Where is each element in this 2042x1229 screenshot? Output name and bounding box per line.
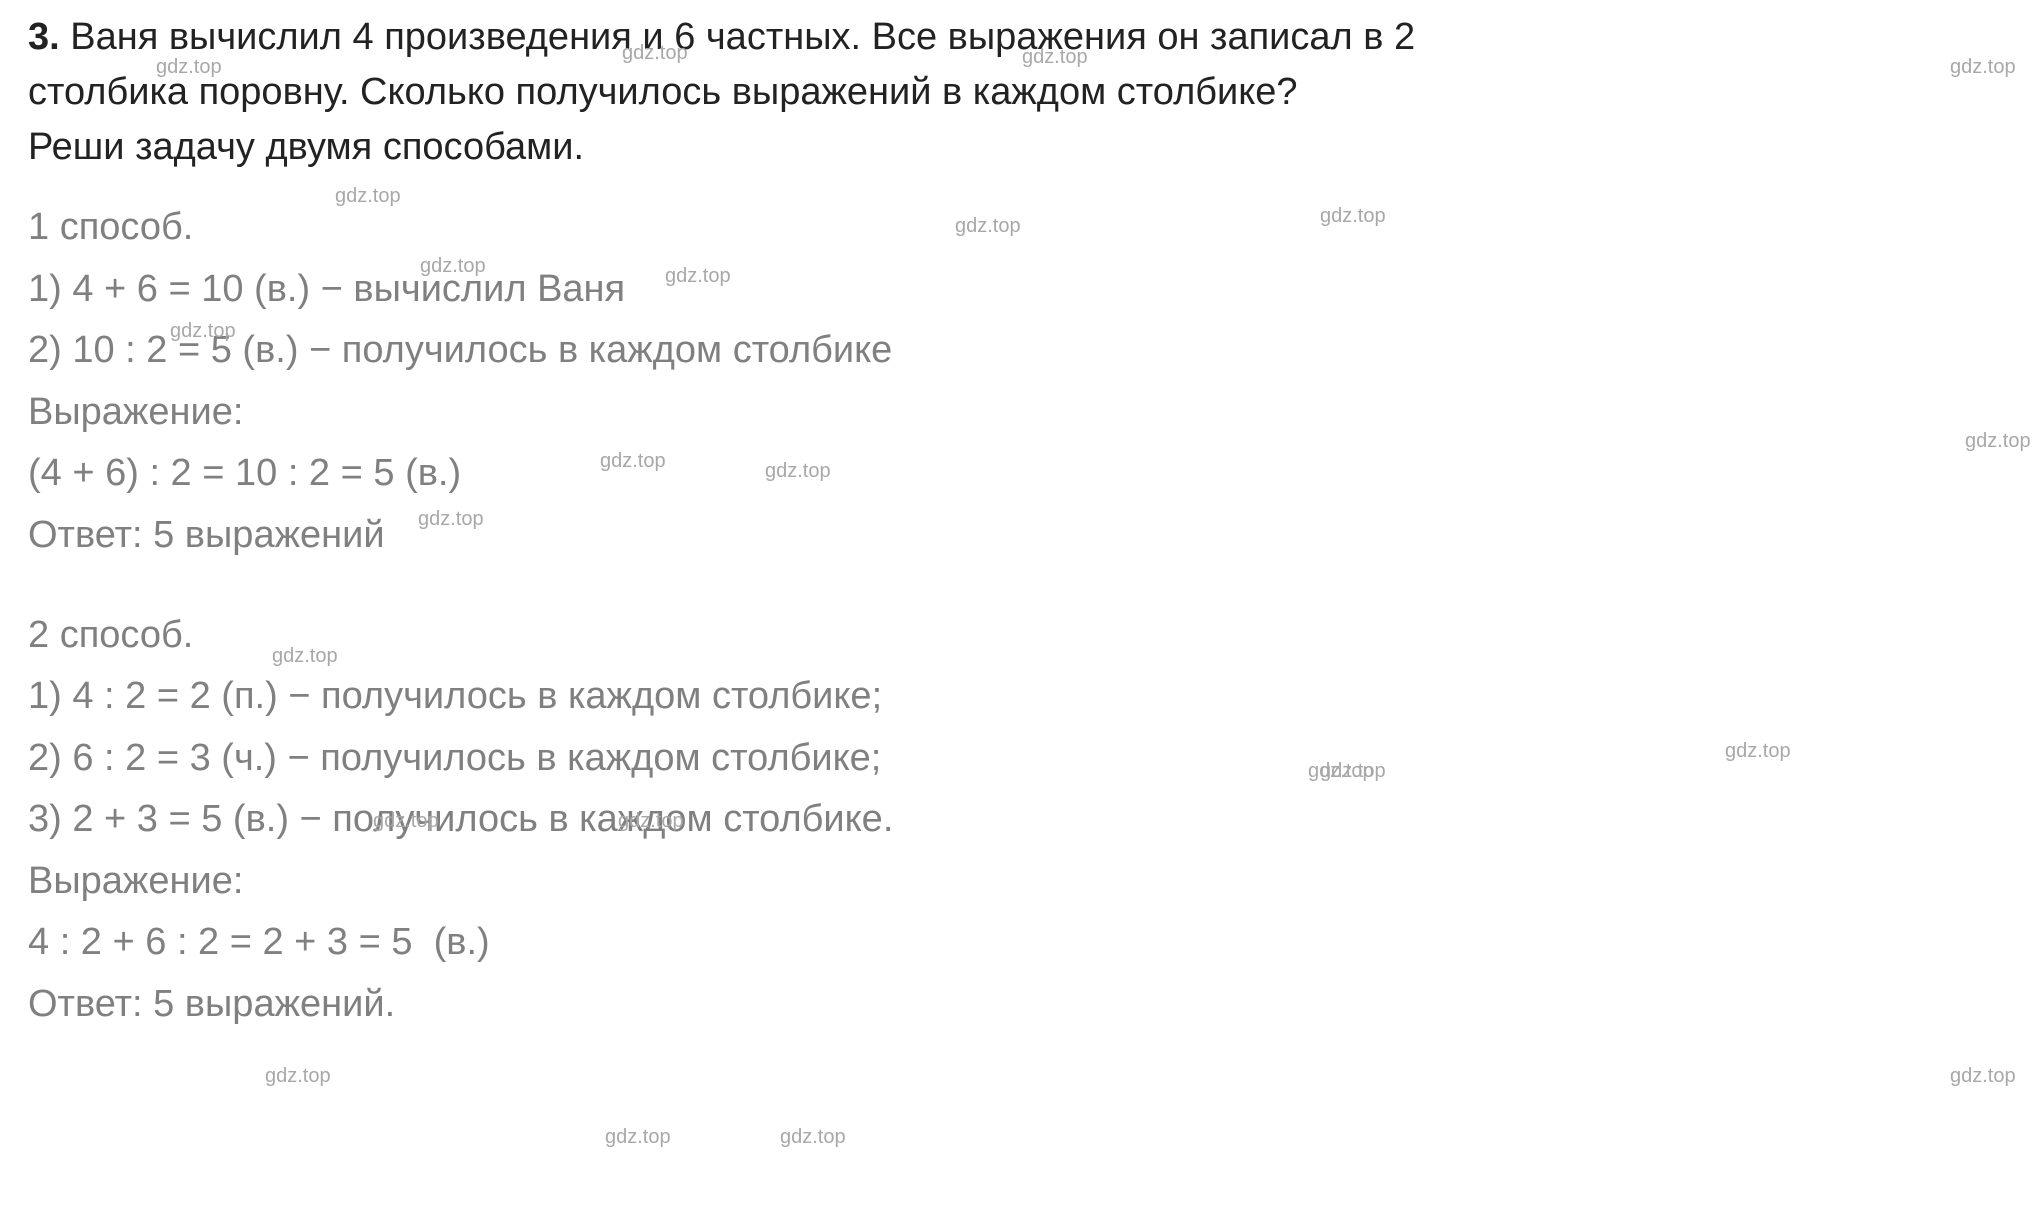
question-block: 3. Ваня вычислил 4 произведения и 6 част… [28, 10, 2008, 175]
method-1-title: 1 способ. [28, 197, 2008, 259]
method-2-title: 2 способ. [28, 605, 2008, 667]
method-1-result: Ответ: 5 выражений [28, 505, 2008, 567]
method-1-step-2: 2) 10 : 2 = 5 (в.) − получилось в каждом… [28, 320, 2008, 382]
method-1-step-1: 1) 4 + 6 = 10 (в.) − вычислил Ваня [28, 259, 2008, 321]
page-content: 3. Ваня вычислил 4 произведения и 6 част… [28, 10, 2008, 1073]
method-2-result: Ответ: 5 выражений. [28, 974, 2008, 1036]
method-2-expr-label: Выражение: [28, 851, 2008, 913]
watermark-text: gdz.top [605, 1126, 671, 1149]
answer-block: 1 способ. 1) 4 + 6 = 10 (в.) − вычислил … [28, 197, 2008, 1035]
method-2-expr: 4 : 2 + 6 : 2 = 2 + 3 = 5 (в.) [28, 912, 2008, 974]
method-2-step-2: 2) 6 : 2 = 3 (ч.) − получилось в каждом … [28, 728, 2008, 790]
method-1-expr-label: Выражение: [28, 382, 2008, 444]
question-text-1: Ваня вычислил 4 произведения и 6 частных… [60, 16, 1415, 58]
watermark-text: gdz.top [780, 1126, 846, 1149]
question-number: 3. [28, 16, 60, 58]
method-2-step-3: 3) 2 + 3 = 5 (в.) − получилось в каждом … [28, 789, 2008, 851]
method-1: 1 способ. 1) 4 + 6 = 10 (в.) − вычислил … [28, 197, 2008, 566]
question-line-1: 3. Ваня вычислил 4 произведения и 6 част… [28, 10, 2008, 65]
question-text-3: Реши задачу двумя способами. [28, 120, 2008, 175]
method-1-expr: (4 + 6) : 2 = 10 : 2 = 5 (в.) [28, 443, 2008, 505]
method-2-step-1: 1) 4 : 2 = 2 (п.) − получилось в каждом … [28, 666, 2008, 728]
method-2: 2 способ. 1) 4 : 2 = 2 (п.) − получилось… [28, 605, 2008, 1036]
question-text-2: столбика поровну. Сколько получилось выр… [28, 65, 2008, 120]
